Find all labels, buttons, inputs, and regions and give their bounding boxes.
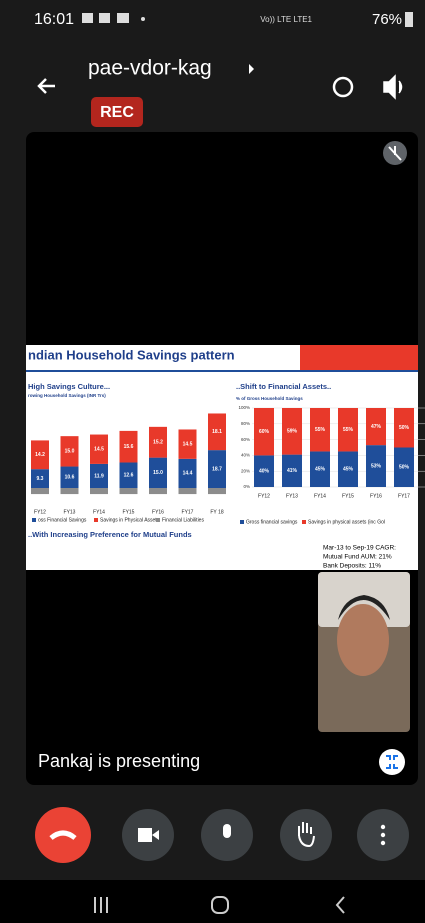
slide-banner — [300, 345, 418, 370]
status-icon — [99, 13, 110, 23]
bar-value-label: 18.1 — [212, 429, 222, 435]
chart-title: High Savings Culture... — [28, 382, 110, 391]
bar-value-label: 47% — [371, 424, 382, 430]
page: 16:01 Vo)) LTE LTE1 76% pae-vdor-kag REC… — [0, 0, 425, 923]
slide-heading: ..With Increasing Preference for Mutual … — [28, 530, 192, 539]
status-battery: 76% — [372, 11, 402, 28]
legend-label: oss Financial Savings — [38, 517, 87, 523]
raise-hand-button[interactable] — [280, 809, 332, 861]
x-tick-label: FY13 — [286, 493, 298, 499]
x-tick-label: FY17 — [398, 493, 410, 499]
more-dot — [381, 833, 385, 837]
bar-segment — [120, 488, 138, 494]
bar-segment — [61, 488, 79, 494]
legend-swatch — [302, 520, 306, 524]
bar-value-label: 10.6 — [65, 475, 75, 481]
bar-value-label: 41% — [287, 468, 298, 474]
status-time: 16:01 — [34, 11, 74, 28]
bar-value-label: 45% — [315, 467, 326, 473]
y-tick-label: 60% — [241, 437, 250, 442]
x-tick-label: FY14 — [314, 493, 326, 499]
bar-value-label: 60% — [259, 429, 270, 435]
chart-subtitle: % of Gross Household Savings — [236, 396, 303, 401]
chart-title: ..Shift to Financial Assets.. — [236, 382, 331, 391]
meet-screen: 16:01 Vo)) LTE LTE1 76% pae-vdor-kag REC… — [0, 0, 425, 923]
bar-value-label: 11.9 — [94, 473, 104, 479]
x-tick-label: FY12 — [258, 493, 270, 499]
status-dot — [141, 17, 145, 21]
chart-subtitle: rowing Household Savings (INR Trs) — [28, 393, 106, 398]
bar-value-label: 18.7 — [212, 466, 222, 472]
bar-value-label: 9.3 — [37, 476, 44, 482]
y-tick-label: 20% — [241, 468, 250, 473]
bar-value-label: 14.5 — [183, 441, 193, 447]
battery-icon — [405, 12, 413, 27]
bar-segment — [179, 488, 197, 494]
mic-icon — [223, 824, 231, 838]
bar-segment — [149, 488, 167, 494]
x-tick-label: FY16 — [152, 509, 164, 515]
y-tick-label: 40% — [241, 453, 250, 458]
bar-value-label: 53% — [371, 463, 382, 469]
x-tick-label: FY15 — [342, 493, 354, 499]
more-dot — [381, 825, 385, 829]
presenter-label: Pankaj is presenting — [38, 751, 200, 771]
bar-value-label: 50% — [399, 465, 410, 471]
bar-value-label: 14.5 — [94, 447, 104, 453]
slide-rule — [26, 370, 418, 372]
slide-text: Bank Deposits: 11% — [323, 563, 381, 570]
bar-value-label: 14.4 — [183, 471, 193, 477]
bar-value-label: 59% — [287, 429, 298, 435]
status-icon — [82, 13, 93, 23]
bar-segment — [31, 488, 49, 494]
bar-value-label: 15.6 — [124, 444, 134, 450]
bar-value-label: 15.0 — [153, 470, 163, 476]
y-tick-label: 80% — [241, 421, 250, 426]
y-tick-label: 0% — [243, 484, 250, 489]
x-tick-label: FY15 — [123, 509, 135, 515]
x-tick-label: FY12 — [34, 509, 46, 515]
legend-swatch — [240, 520, 244, 524]
slide-text: Mutual Fund AUM: 21% — [323, 554, 392, 561]
more-dot — [381, 841, 385, 845]
minimize-button[interactable] — [379, 749, 405, 775]
bar-value-label: 15.2 — [153, 440, 163, 446]
legend-label: Financial Liabilities — [162, 517, 204, 523]
x-tick-label: FY16 — [370, 493, 382, 499]
bar-value-label: 50% — [399, 425, 410, 431]
meeting-title[interactable]: pae-vdor-kag — [88, 57, 212, 80]
y-tick-label: 100% — [238, 405, 250, 410]
bar-value-label: 45% — [343, 467, 354, 473]
slide-title: ndian Household Savings pattern — [28, 347, 235, 362]
self-view-face — [337, 604, 389, 676]
bar-segment — [90, 488, 108, 494]
bar-value-label: 55% — [343, 427, 354, 433]
x-tick-label: FY13 — [64, 509, 76, 515]
status-network: Vo)) LTE LTE1 — [260, 15, 312, 24]
bar-value-label: 14.2 — [35, 452, 45, 458]
bar-value-label: 40% — [259, 469, 270, 475]
bar-value-label: 55% — [315, 427, 326, 433]
legend-swatch — [32, 518, 36, 522]
legend-swatch — [94, 518, 98, 522]
bar-value-label: 12.6 — [124, 473, 134, 479]
legend-swatch — [156, 518, 160, 522]
x-tick-label: FY14 — [93, 509, 105, 515]
x-tick-label: FY 18 — [210, 509, 223, 515]
status-icon — [117, 13, 129, 23]
legend-label: Savings in physical assets (inc Gol — [308, 519, 385, 525]
bar-value-label: 15.0 — [65, 449, 75, 455]
rec-label: REC — [100, 104, 134, 121]
x-tick-label: FY17 — [182, 509, 194, 515]
bar-segment — [208, 488, 226, 494]
slide-text: Mar-13 to Sep-19 CAGR: — [323, 545, 396, 552]
legend-label: Gross financial savings — [246, 519, 298, 525]
legend-label: Savings in Physical Assets — [100, 517, 160, 523]
